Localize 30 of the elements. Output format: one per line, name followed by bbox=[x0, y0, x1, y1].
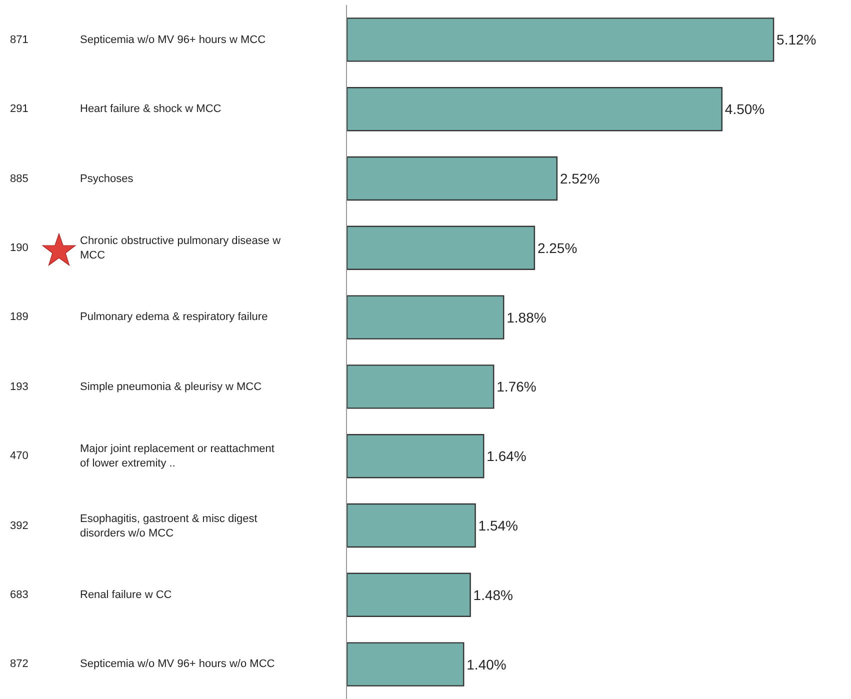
bar bbox=[347, 642, 464, 686]
bar bbox=[347, 156, 558, 201]
data-label: 5.12% bbox=[776, 32, 816, 48]
category-label: 872 Septicemia w/o MV 96+ hours w/o MCC bbox=[10, 658, 275, 670]
data-label: 1.48% bbox=[473, 586, 514, 603]
data-label: 1.54% bbox=[478, 518, 518, 534]
category-label: 470 Major joint replacement or reattachment of lower extremity .. bbox=[10, 443, 274, 470]
category-label: 291 Heart failure & shock w MCC bbox=[10, 103, 222, 115]
bar bbox=[347, 434, 484, 478]
category-label: 392 Esophagitis, gastroent & misc digest disorders w/o MCC bbox=[10, 513, 258, 540]
bar bbox=[347, 226, 536, 270]
bar bbox=[347, 503, 476, 548]
bar bbox=[347, 295, 504, 340]
bar bbox=[347, 18, 774, 62]
category-label: 190 Chronic obstructive pulmonary disease w MCC bbox=[10, 235, 281, 262]
data-label: 1.88% bbox=[506, 309, 546, 326]
data-label: 1.64% bbox=[486, 448, 526, 464]
bar bbox=[347, 572, 471, 618]
category-label: 683 Renal failure w CC bbox=[10, 589, 172, 601]
category-label: 189 Pulmonary edema & respiratory failure bbox=[10, 311, 268, 323]
category-label: 885 Psychoses bbox=[10, 173, 134, 185]
category-label: 193 Simple pneumonia & pleurisy w MCC bbox=[10, 381, 262, 393]
data-label: 2.52% bbox=[560, 170, 600, 186]
data-label: 1.40% bbox=[466, 656, 506, 672]
bar bbox=[347, 86, 722, 132]
category-label: 871 Septicemia w/o MV 96+ hours w MCC bbox=[10, 34, 266, 46]
data-label: 4.50% bbox=[724, 101, 765, 118]
bar bbox=[347, 364, 494, 409]
data-label: 1.76% bbox=[496, 378, 536, 395]
data-label: 2.25% bbox=[537, 240, 578, 256]
